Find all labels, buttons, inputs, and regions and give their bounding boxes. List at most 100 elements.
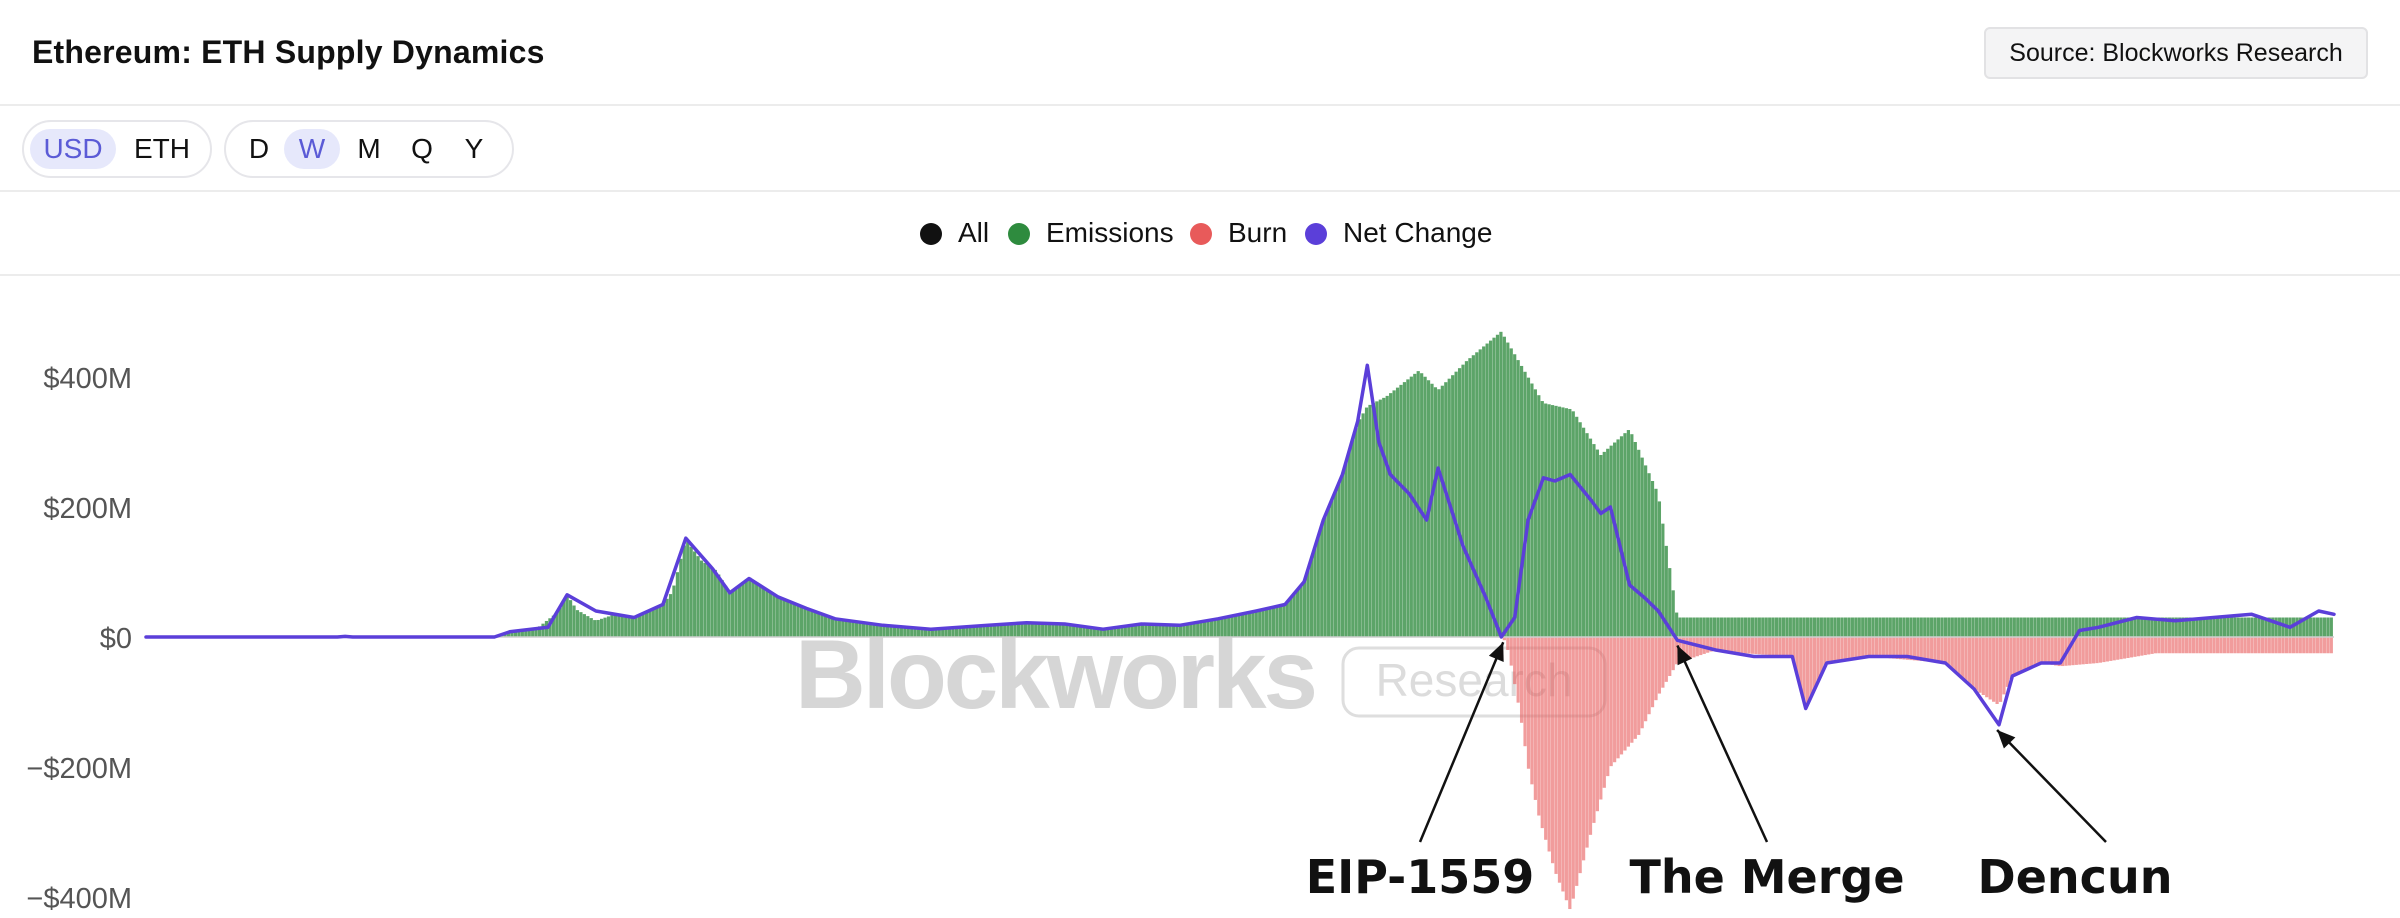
- emissions-bar: [1333, 490, 1338, 637]
- emissions-bar: [2298, 617, 2302, 637]
- annotation-arrow-head: [1677, 645, 1693, 666]
- legend-item-net-change[interactable]: Net Change: [1305, 216, 1505, 250]
- currency-usd-button[interactable]: USD: [30, 129, 116, 169]
- emissions-bar: [1037, 623, 1041, 637]
- burn-bar: [2309, 637, 2313, 654]
- emissions-bar: [2240, 617, 2244, 637]
- emissions-bar: [2054, 617, 2058, 637]
- emissions-bar: [1640, 457, 1644, 637]
- burn-bar: [1785, 637, 1789, 657]
- interval-d-button[interactable]: D: [248, 133, 270, 164]
- burn-bar: [1857, 637, 1861, 658]
- emissions-bar: [848, 620, 852, 637]
- emissions-bar: [1557, 406, 1562, 637]
- interval-w-button[interactable]: W: [284, 129, 340, 169]
- interval-q-button[interactable]: Q: [411, 133, 433, 164]
- legend-item-burn[interactable]: Burn: [1190, 216, 1290, 250]
- emissions-bar: [1771, 617, 1775, 637]
- emissions-bar: [675, 572, 679, 637]
- burn-bar: [1971, 637, 1975, 688]
- emissions-bar: [1285, 601, 1289, 637]
- interval-y-button[interactable]: Y: [464, 133, 484, 164]
- emissions-bar: [1506, 342, 1510, 637]
- emissions-bar: [651, 608, 655, 637]
- burn-bar: [2291, 637, 2296, 654]
- burn-bar: [1916, 637, 1920, 661]
- emissions-bar: [2281, 617, 2285, 637]
- burn-bar: [1623, 637, 1627, 751]
- emissions-bar: [1671, 590, 1675, 637]
- emissions-bar: [2185, 617, 2189, 637]
- emissions-bar: [2012, 617, 2016, 637]
- burn-bar: [2250, 637, 2254, 654]
- burn-bar: [2147, 637, 2151, 655]
- burn-bar: [2216, 637, 2220, 654]
- burn-bar: [2243, 637, 2247, 654]
- emissions-bar: [1764, 617, 1768, 637]
- emissions-bar: [1630, 434, 1634, 637]
- emissions-bar: [2126, 617, 2130, 637]
- emissions-bar: [1258, 610, 1262, 637]
- burn-bar: [1516, 637, 1520, 703]
- legend-item-all[interactable]: All: [920, 216, 1000, 250]
- emissions-bar: [1382, 397, 1386, 637]
- emissions-bar: [1716, 617, 1720, 637]
- emissions-bar: [1706, 617, 1710, 637]
- burn-bar: [1592, 637, 1596, 823]
- emissions-bar: [2195, 617, 2199, 637]
- emissions-bar: [1416, 371, 1420, 637]
- emissions-bar: [1378, 399, 1382, 637]
- emissions-bar: [534, 627, 538, 637]
- emissions-bar: [927, 629, 931, 637]
- emissions-bar: [1812, 617, 1817, 637]
- currency-eth-button[interactable]: ETH: [134, 133, 190, 164]
- emissions-bar: [686, 542, 690, 637]
- burn-bar: [2140, 637, 2144, 656]
- burn-bar: [1861, 637, 1865, 658]
- legend-item-emissions[interactable]: Emissions: [1008, 216, 1178, 250]
- emissions-bar: [541, 623, 545, 637]
- emissions-bar: [906, 627, 910, 637]
- emissions-bar: [1502, 336, 1506, 637]
- emissions-bar: [896, 626, 900, 637]
- currency-toggle: USD ETH: [22, 120, 212, 178]
- emissions-bar: [1423, 376, 1427, 637]
- emissions-bar: [1137, 624, 1141, 637]
- emissions-bar: [1020, 623, 1024, 637]
- burn-bar: [1878, 637, 1882, 658]
- emissions-bar: [1147, 624, 1152, 637]
- emissions-bar: [2253, 617, 2258, 637]
- emissions-bar: [662, 603, 666, 637]
- emissions-bar: [937, 628, 941, 637]
- emissions-bar: [613, 614, 617, 637]
- burn-bar: [1716, 637, 1720, 651]
- annotation-arrow-head: [1997, 730, 2016, 749]
- emissions-bar: [2033, 617, 2037, 637]
- emissions-bar: [1523, 371, 1527, 637]
- emissions-bar: [1664, 545, 1668, 637]
- emissions-bar: [834, 618, 838, 637]
- burn-bar: [2150, 637, 2154, 654]
- burn-bar: [1526, 637, 1531, 769]
- emissions-bar: [1626, 430, 1631, 637]
- emissions-bar: [1361, 413, 1365, 637]
- emissions-bar: [1712, 617, 1717, 637]
- burn-bar: [1826, 637, 1830, 663]
- emissions-bar: [1316, 536, 1320, 637]
- burn-bar: [1540, 637, 1544, 829]
- burn-bar: [2174, 637, 2178, 654]
- burn-bar: [1668, 637, 1672, 676]
- emissions-bar: [1992, 617, 1996, 637]
- burn-bar: [2005, 637, 2010, 687]
- burn-bar: [1992, 637, 1996, 702]
- emissions-bar: [1123, 626, 1127, 637]
- burn-bar: [1940, 637, 1944, 663]
- source-button[interactable]: Source: Blockworks Research: [1984, 27, 2368, 79]
- emissions-bar: [2264, 617, 2268, 637]
- emissions-bar: [1550, 405, 1555, 637]
- emissions-bar: [2309, 617, 2313, 637]
- interval-m-button[interactable]: M: [357, 133, 381, 164]
- emissions-bar: [1737, 617, 1741, 637]
- emissions-bar: [1189, 623, 1193, 637]
- emissions-bar: [1540, 401, 1544, 637]
